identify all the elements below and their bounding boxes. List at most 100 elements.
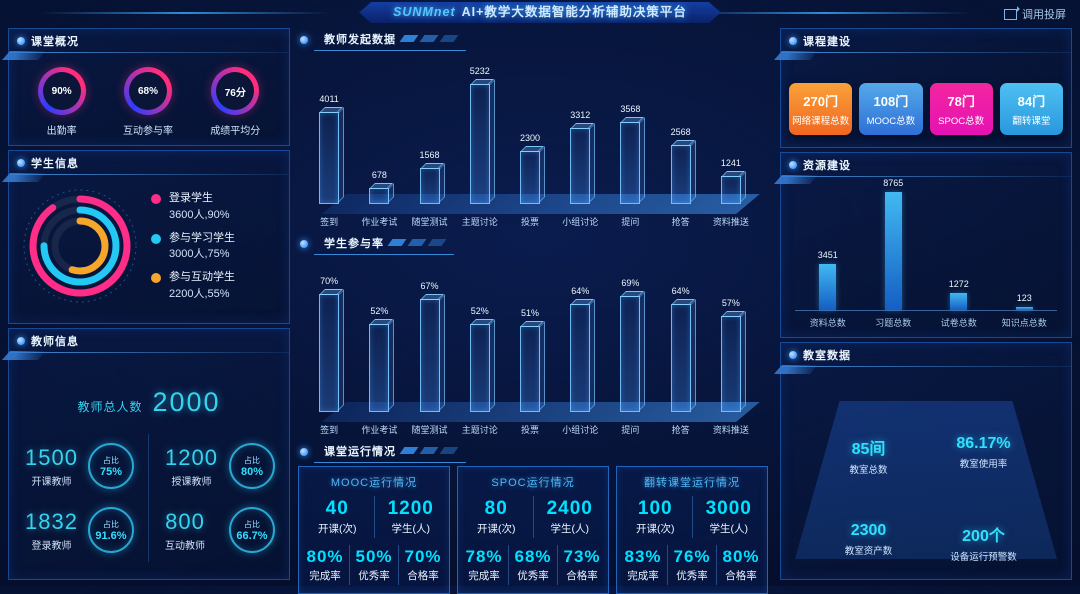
ratio-value: 80% — [240, 465, 264, 478]
classroom-stat-label: 教室总数 — [849, 465, 888, 476]
kpi-label: 互动参与率 — [122, 126, 173, 137]
stat-value: 83% — [624, 547, 662, 566]
bar-slot: 3451 — [795, 250, 861, 310]
kpi-label: 出勤率 — [46, 126, 77, 137]
bar-3d: 70% — [319, 276, 340, 412]
panel-class-running-header: 课堂运行情况 — [296, 442, 770, 463]
chart-student-participation-header: 学生参与率 — [296, 234, 770, 255]
teacher-stat-item: 1500 开课教师 占比 75% — [9, 434, 149, 498]
classroom-stat-value: 86.17% — [956, 435, 1011, 452]
course-badge: 270门 网络课程总数 — [789, 83, 853, 135]
bar-slot: 4011 — [304, 94, 354, 204]
stat-cell: 80% 完成率 — [301, 545, 349, 585]
decor-chip — [439, 447, 459, 454]
running-card-bottom-row: 78% 完成率 68% 优秀率 73% 合格率 — [460, 545, 606, 585]
classroom-stat-label: 设备运行预警数 — [950, 552, 1017, 563]
legend-dot-icon — [151, 233, 161, 244]
classroom-stat-value: 85间 — [851, 441, 886, 458]
panel-dot-icon — [300, 240, 308, 248]
chart-teacher-initiated-title: 教师发起数据 — [324, 33, 396, 46]
bar-value-label: 3568 — [620, 104, 641, 114]
bar-slot: 1568 — [404, 150, 454, 204]
x-axis-label: 主题讨论 — [461, 217, 498, 227]
teacher-value: 800 — [165, 508, 205, 534]
bar-solid: 8765 — [883, 178, 903, 310]
legend-value: 3600人,90% — [169, 208, 230, 221]
panel-classroom-data-header: 教室数据 — [781, 343, 1071, 364]
cast-screen-button[interactable]: 调用投屏 — [1004, 6, 1066, 22]
bar-value-label: 69% — [621, 278, 640, 288]
panel-classroom-data: 教室数据 85间 教室总数 86.17% 教室使用率 2300 教室资产数 200个 设备运行… — [780, 342, 1072, 580]
bar-slot: 52% — [455, 306, 505, 412]
kpi-rings: 90% 出勤率 68% 互动参与率 76分 成绩平均分 — [9, 53, 289, 137]
stat-cell: 78% 完成率 — [460, 545, 508, 585]
bar-slot: 8765 — [861, 178, 927, 310]
legend-dot-icon — [151, 193, 161, 204]
legend-item: 参与互动学生 2200人,55% — [151, 270, 235, 301]
divider — [9, 352, 289, 353]
legend-text: 登录学生 3600人,90% — [169, 191, 230, 222]
bar-value-label: 123 — [1016, 293, 1032, 303]
bar-slot: 2568 — [656, 127, 706, 204]
bar-slot: 2300 — [505, 133, 555, 204]
panel-class-running: 课堂运行情况 MOOC运行情况 40 开课(次) 1200 学生(人) 80% 完成率 50%… — [296, 442, 770, 594]
ratio-label: 占比 — [103, 519, 119, 529]
x-axis-label: 投票 — [520, 217, 539, 227]
bar-value-label: 4011 — [319, 94, 339, 104]
panel-dot-icon — [17, 37, 25, 45]
chart-title-wrap: 教师发起数据 — [314, 30, 466, 51]
classroom-stat: 86.17% 教室使用率 — [926, 435, 1041, 476]
teacher-number: 1200 授课教师 — [165, 445, 218, 488]
bar-3d: 1568 — [420, 150, 440, 204]
panel-class-overview-header: 课堂概况 — [9, 29, 289, 50]
x-axis-label: 资料推送 — [712, 217, 749, 227]
panel-teachers-title: 教师信息 — [31, 336, 79, 348]
chart-title-wrap: 课堂运行情况 — [314, 442, 466, 463]
x-axis-labels: 签到 作业考试 随堂测试 主题讨论 投票 小组讨论 提问 抢答 资料推送 — [304, 215, 756, 228]
panel-classroom-data-title: 教室数据 — [803, 350, 851, 362]
kpi-ring: 90% — [37, 67, 86, 115]
bar-3d: 2300 — [520, 133, 540, 204]
ratio-label: 占比 — [244, 519, 260, 529]
panel-class-overview: 课堂概况 90% 出勤率 68% 互动参与率 76分 成绩平均分 — [8, 28, 290, 146]
x-axis-label: 知识点总数 — [1001, 318, 1047, 328]
bar-3d: 67% — [419, 281, 440, 412]
bar-slot: 57% — [706, 298, 756, 412]
stat-label: 学生(人) — [550, 523, 590, 535]
running-card-title: MOOC运行情况 — [330, 477, 418, 489]
teachers-total-value: 2000 — [152, 387, 221, 417]
x-axis-label: 资料推送 — [712, 425, 749, 435]
teacher-label: 登录教师 — [31, 540, 72, 552]
stat-cell: 80 开课(次) — [460, 496, 533, 538]
decor-chip — [399, 35, 419, 42]
x-axis-label: 签到 — [320, 425, 339, 435]
x-axis-labels: 签到 作业考试 随堂测试 主题讨论 投票 小组讨论 提问 抢答 资料推送 — [304, 423, 756, 436]
stat-value: 80 — [484, 498, 508, 519]
panel-course-building: 课程建设 270门 网络课程总数 108门 MOOC总数 78门 SPOC总数 84门 翻转课… — [780, 28, 1072, 148]
bar-value-label: 8765 — [883, 178, 904, 188]
legend-label: 参与学习学生 — [169, 231, 235, 244]
bar-value-label: 1272 — [948, 279, 969, 289]
chart-student-participation-title: 学生参与率 — [324, 237, 384, 250]
legend-value: 3000人,75% — [169, 248, 230, 261]
legend-label: 登录学生 — [169, 191, 213, 204]
running-card: SPOC运行情况 80 开课(次) 2400 学生(人) 78% 完成率 68% 优秀率 73% 合… — [457, 466, 609, 594]
bar-3d: 52% — [469, 306, 490, 412]
teacher-label: 授课教师 — [171, 476, 212, 488]
x-axis-label: 资料总数 — [809, 318, 846, 328]
cast-screen-icon — [1004, 8, 1017, 20]
bar-3d: 51% — [519, 308, 540, 412]
stat-value: 68% — [514, 547, 552, 566]
bar-slot: 67% — [404, 281, 454, 412]
teacher-stat-item: 1832 登录教师 占比 91.6% — [9, 498, 149, 562]
resource-x-axis-labels: 资料总数 习题总数 试卷总数 知识点总数 — [795, 316, 1057, 329]
legend-item: 参与学习学生 3000人,75% — [151, 231, 235, 262]
classroom-stat-value: 200个 — [962, 528, 1005, 545]
bar-value-label: 57% — [721, 298, 740, 308]
running-card-title: SPOC运行情况 — [491, 477, 575, 489]
course-badge: 84门 翻转课堂 — [999, 83, 1063, 135]
students-donut-svg — [23, 189, 137, 303]
teacher-ratio-ring: 占比 80% — [229, 443, 275, 489]
teachers-total-label: 教师总人数 — [77, 400, 143, 414]
x-axis-label: 提问 — [621, 217, 640, 227]
